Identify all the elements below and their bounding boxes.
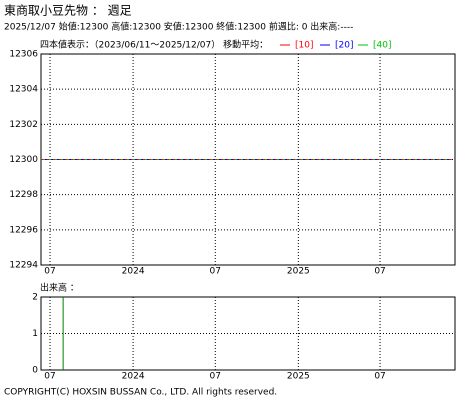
- copyright: COPYRIGHT(C) HOXSIN BUSSAN Co., LTD. All…: [4, 388, 277, 398]
- legend-label: [10]: [295, 41, 313, 51]
- y-tick-label: 12304: [9, 85, 38, 95]
- y-tick-label: 1: [32, 329, 38, 339]
- y-tick-label: 12298: [9, 190, 38, 200]
- x-tick-label: 07: [374, 372, 385, 382]
- legend-label: [40]: [373, 41, 391, 51]
- legend-label: [20]: [335, 41, 353, 51]
- y-tick-label: 12306: [9, 50, 38, 60]
- price-info: 2025/12/07 始値:12300 高値:12300 安値:12300 終値…: [4, 21, 353, 33]
- x-tick-label: 2024: [122, 267, 145, 277]
- x-tick-label: 07: [44, 267, 55, 277]
- x-tick-label: 07: [210, 267, 221, 277]
- x-tick-label: 07: [374, 267, 385, 277]
- x-tick-label: 07: [210, 372, 221, 382]
- x-tick-label: 2025: [287, 267, 310, 277]
- x-tick-label: 2024: [122, 372, 145, 382]
- y-tick-label: 0: [32, 366, 38, 376]
- y-tick-label: 12296: [9, 225, 38, 235]
- volume-title: 出来高 ：: [40, 282, 79, 294]
- y-tick-label: 12302: [9, 120, 38, 130]
- legend-title: 四本値表示：（2023/06/11～2025/12/07） 移動平均：: [40, 39, 268, 51]
- y-tick-label: 2: [32, 293, 38, 303]
- x-tick-label: 07: [44, 372, 55, 382]
- y-tick-label: 12294: [9, 261, 38, 271]
- plot-frame: [40, 296, 456, 371]
- chart-title: 東商取小豆先物 ： 週足: [4, 3, 132, 18]
- x-tick-label: 2025: [287, 372, 310, 382]
- y-tick-label: 12300: [9, 155, 38, 165]
